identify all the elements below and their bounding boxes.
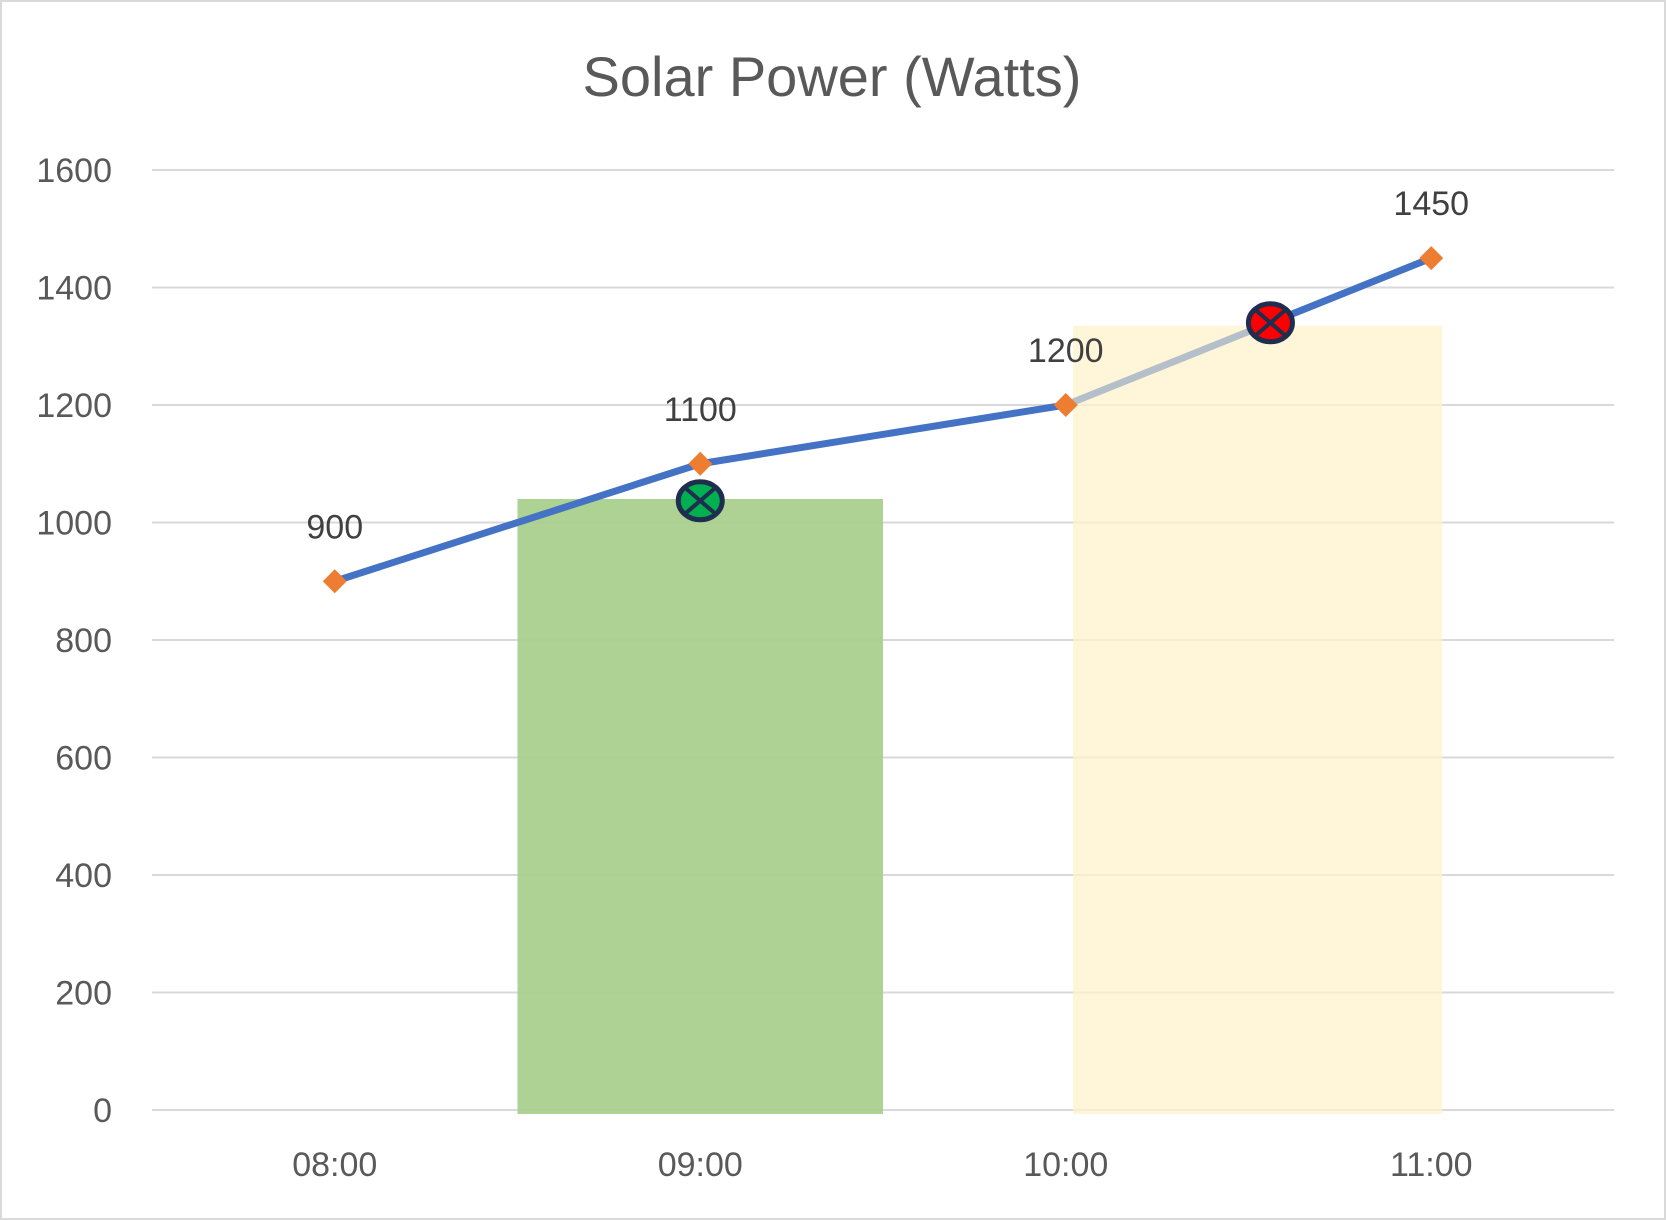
x-tick-label: 10:00 [1023,1146,1108,1184]
x-tick-label: 08:00 [292,1146,377,1184]
check-marker [675,479,725,523]
y-tick-label: 0 [93,1092,112,1130]
y-tick-label: 1400 [36,270,112,308]
line-segment [696,401,1070,468]
data-label: 1100 [664,391,737,429]
error-marker [1245,301,1295,345]
y-tick-label: 400 [55,857,112,895]
y-axis-ticks: 0 200 400 600 800 1000 1200 1400 1600 [36,152,112,1130]
check-marker-cross [684,487,716,515]
data-point [1419,246,1444,271]
x-axis-ticks: 08:00 09:00 10:00 11:00 [292,1146,1472,1184]
y-tick-label: 200 [55,975,112,1013]
data-point [688,451,713,476]
y-tick-label: 1000 [36,505,112,543]
data-labels: 900 1100 1200 1450 [306,185,1469,546]
data-point [1053,393,1078,417]
chart-title: Solar Power (Watts) [583,45,1082,108]
data-label: 900 [306,508,363,546]
line-segment [1266,254,1435,327]
error-marker-cross [1255,309,1286,337]
y-tick-label: 800 [55,622,112,660]
y-tick-label: 1200 [36,387,112,425]
data-label: 1200 [1028,332,1104,370]
data-points [322,246,1444,594]
highlight-bands [517,325,1443,1114]
line-segment [331,460,704,585]
y-tick-label: 1600 [36,152,112,190]
x-tick-label: 09:00 [658,1146,743,1184]
y-tick-label: 600 [55,740,112,778]
data-point [322,569,347,594]
annotation-markers [675,301,1295,523]
yellow-band [1073,325,1443,1114]
green-band [517,499,883,1114]
data-label: 1450 [1393,185,1469,223]
x-tick-label: 11:00 [1390,1146,1473,1184]
